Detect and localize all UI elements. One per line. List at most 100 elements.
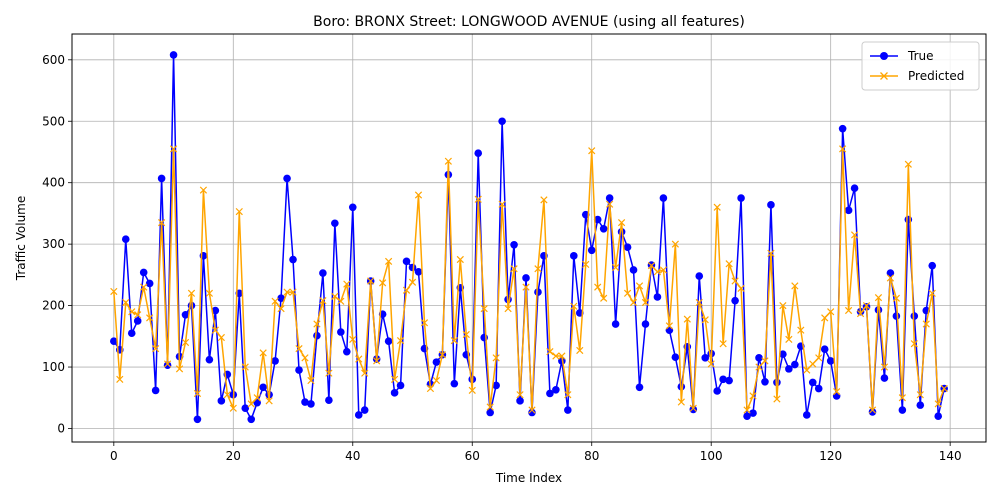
y-tick-label: 0 (57, 421, 65, 435)
data-point-predicted (540, 196, 548, 204)
data-point-true (701, 354, 710, 362)
data-point-predicted (570, 302, 578, 310)
data-point-true (522, 274, 530, 282)
y-tick-label: 500 (42, 114, 65, 128)
data-point-true (611, 320, 620, 328)
legend-box (861, 41, 980, 91)
data-point-predicted (898, 394, 906, 402)
data-point-predicted (791, 282, 799, 290)
data-point-true (414, 268, 423, 276)
data-point-true (731, 296, 739, 305)
data-point-predicted (534, 265, 542, 273)
x-tick-label: 0 (110, 449, 118, 463)
data-point-true (719, 375, 727, 384)
x-tick-label: 60 (465, 449, 480, 463)
data-point-predicted (576, 346, 584, 355)
data-point-predicted (647, 262, 656, 270)
data-point-predicted (361, 369, 369, 377)
data-point-predicted (940, 384, 948, 393)
data-point-predicted (677, 398, 685, 406)
data-point-predicted (205, 289, 214, 297)
data-point-predicted (600, 294, 608, 302)
data-point-predicted (193, 389, 202, 398)
series-true (110, 51, 948, 424)
series-predicted (110, 145, 948, 414)
data-point-predicted (827, 308, 835, 316)
data-point-predicted (199, 186, 208, 194)
y-tick-label: 200 (42, 299, 65, 313)
data-point-true (898, 406, 907, 414)
data-point-predicted (140, 283, 148, 291)
data-point-true (486, 408, 494, 417)
data-point-predicted (456, 255, 464, 264)
data-point-true (635, 383, 644, 392)
data-point-predicted (934, 400, 942, 408)
data-point-predicted (355, 355, 363, 363)
data-point-predicted (528, 406, 536, 414)
data-point-true (301, 398, 309, 406)
data-point-true (725, 376, 733, 385)
data-point-predicted (797, 326, 805, 334)
data-point-predicted (522, 283, 530, 291)
data-point-predicted (558, 352, 566, 360)
data-point-predicted (886, 274, 895, 282)
data-point-predicted (402, 286, 411, 294)
data-point-true (450, 379, 459, 388)
y-axis-label: Traffic Volume (14, 196, 28, 282)
data-point-true (510, 240, 518, 249)
y-tick-label: 300 (42, 237, 65, 251)
data-point-predicted (653, 268, 662, 276)
series-layer (110, 51, 948, 424)
data-point-predicted (510, 265, 518, 273)
data-point-predicted (701, 316, 709, 324)
data-point-true (791, 360, 799, 369)
data-point-predicted (659, 266, 668, 274)
data-point-true (880, 374, 889, 382)
data-point-true (587, 246, 596, 255)
data-point-predicted (922, 320, 930, 328)
axis-ticks: 0 20 40 60 80 100 120 140 0 100 200 300 400 500 600 (42, 53, 962, 463)
data-point-true (163, 361, 172, 369)
x-tick-label: 40 (345, 449, 360, 463)
data-point-predicted (671, 240, 679, 248)
data-point-true (916, 401, 925, 409)
data-point-predicted (384, 257, 393, 265)
data-point-true (934, 412, 943, 420)
data-point-true (785, 365, 793, 373)
data-point-predicted (641, 298, 650, 307)
data-point-true (695, 272, 704, 280)
data-point-predicted (594, 283, 602, 291)
data-point-predicted (821, 314, 829, 322)
data-point-true (325, 396, 333, 405)
data-point-true (139, 268, 148, 277)
data-point-predicted (737, 284, 745, 293)
data-point-true (605, 194, 614, 202)
x-tick-label: 140 (939, 449, 962, 463)
data-point-predicted (163, 360, 172, 368)
y-tick-label: 400 (42, 176, 65, 190)
data-point-predicted (809, 360, 817, 368)
data-point-true (313, 331, 321, 340)
data-point-true (217, 397, 226, 405)
data-point-true (348, 203, 357, 212)
data-point-true (910, 312, 919, 320)
data-point-true (826, 357, 835, 365)
data-point-true (247, 415, 256, 424)
data-point-true (564, 406, 572, 414)
data-point-true (169, 51, 178, 59)
data-point-true (193, 415, 202, 424)
data-point-predicted (241, 363, 249, 371)
data-point-predicted (839, 145, 847, 153)
legend-true-label: True (907, 49, 934, 63)
data-point-predicted (259, 349, 267, 357)
data-point-predicted (743, 406, 751, 414)
data-point-predicted (187, 289, 196, 297)
data-point-predicted (313, 320, 321, 328)
data-point-predicted (444, 157, 452, 165)
data-point-predicted (146, 314, 154, 322)
data-point-true (814, 384, 823, 393)
data-point-true (671, 353, 680, 362)
grid (72, 34, 986, 442)
data-point-predicted (426, 384, 435, 393)
data-point-true (755, 354, 763, 362)
